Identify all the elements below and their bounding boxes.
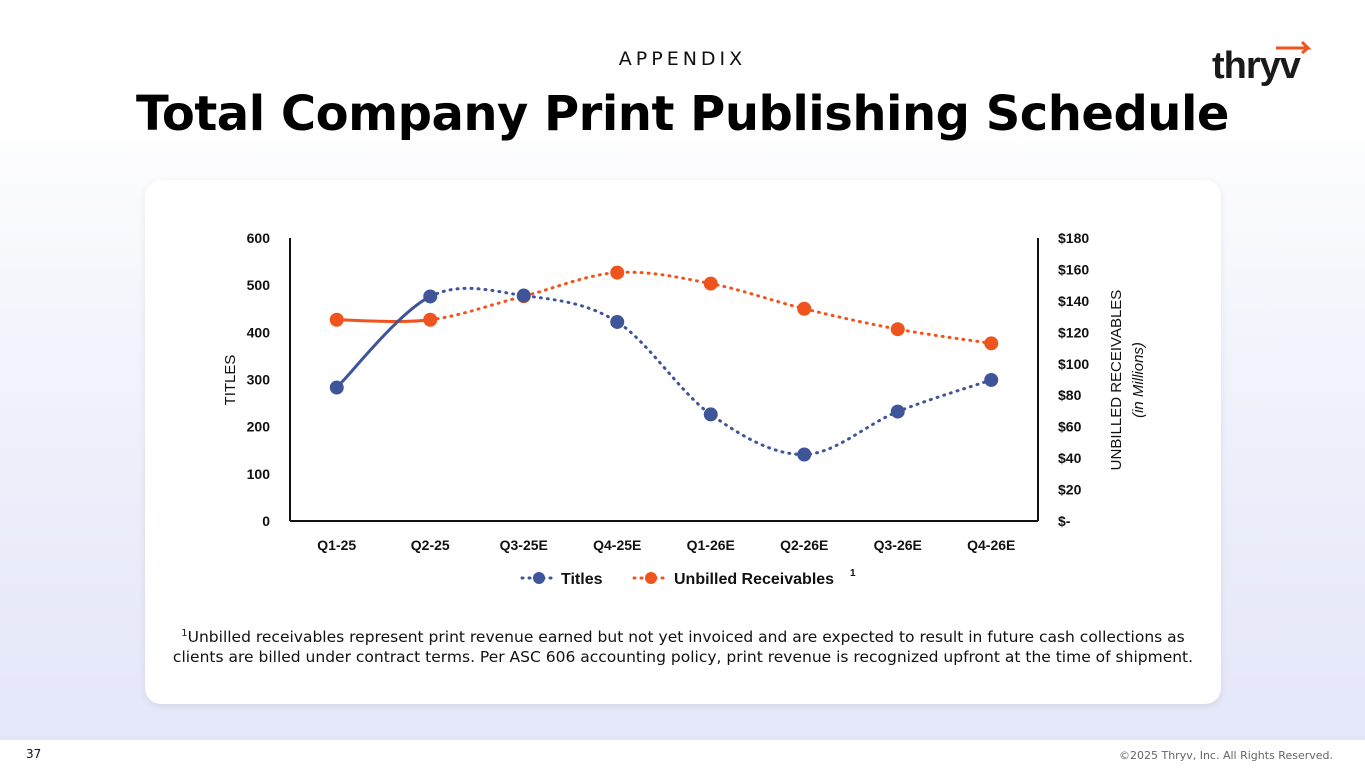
right-tick-label: $160 [1058, 261, 1089, 277]
footer-bar [0, 740, 1365, 768]
left-tick-label: 600 [247, 230, 271, 246]
left-axis-title: TITLES [222, 355, 239, 406]
legend-marker-titles [533, 572, 545, 584]
data-point-unbilled-receivables [984, 336, 999, 351]
series-line-dotted-titles [428, 286, 993, 456]
x-tick-label: Q4-25E [593, 537, 641, 553]
data-point-titles [984, 372, 999, 387]
legend-superscript: 1 [850, 568, 856, 579]
right-tick-label: $80 [1058, 387, 1082, 403]
data-point-titles [797, 447, 812, 462]
left-tick-label: 500 [247, 277, 271, 293]
x-tick-label: Q4-26E [967, 537, 1015, 553]
data-point-unbilled-receivables [890, 322, 905, 337]
right-tick-label: $40 [1058, 450, 1082, 466]
series-line-solid-titles [335, 294, 432, 390]
page-number: 37 [26, 747, 42, 761]
copyright: ©2025 Thryv, Inc. All Rights Reserved. [1119, 749, 1333, 762]
left-tick-label: 400 [247, 324, 271, 340]
data-point-titles [423, 289, 438, 304]
right-tick-label: $180 [1058, 230, 1089, 246]
right-tick-label: $100 [1058, 356, 1089, 372]
right-axis-subtitle: (in Millions) [1130, 342, 1147, 418]
data-point-titles [516, 288, 531, 303]
data-point-unbilled-receivables [797, 301, 812, 316]
thryv-logo: thryv [1212, 40, 1312, 87]
right-tick-label: $140 [1058, 293, 1089, 309]
legend-label-unbilled: Unbilled Receivables [674, 571, 834, 588]
legend-marker-unbilled [645, 572, 657, 584]
data-point-unbilled-receivables [610, 265, 625, 280]
x-tick-label: Q2-26E [780, 537, 828, 553]
data-point-titles [610, 314, 625, 329]
right-tick-label: $20 [1058, 482, 1082, 498]
x-tick-label: Q2-25 [411, 537, 450, 553]
footnote: 1Unbilled receivables represent print re… [170, 624, 1196, 667]
data-point-titles [890, 404, 905, 419]
data-point-unbilled-receivables [423, 312, 438, 327]
right-tick-label: $- [1058, 513, 1071, 529]
data-point-titles [329, 380, 344, 395]
x-tick-label: Q3-25E [500, 537, 548, 553]
left-tick-label: 300 [247, 372, 271, 388]
legend-label-titles: Titles [561, 571, 603, 588]
footnote-text: Unbilled receivables represent print rev… [172, 628, 1194, 666]
footnote-marker: 1 [181, 628, 188, 639]
right-axis-title: UNBILLED RECEIVABLES [1108, 290, 1125, 471]
logo-text: thryv [1212, 45, 1301, 87]
section-eyebrow: APPENDIX [618, 48, 747, 70]
page-title: Total Company Print Publishing Schedule [136, 86, 1229, 142]
data-point-unbilled-receivables [329, 312, 344, 327]
left-tick-label: 200 [247, 419, 271, 435]
data-point-titles [703, 407, 718, 422]
left-tick-label: 100 [247, 466, 271, 482]
logo-arrow-icon [1276, 40, 1312, 55]
left-tick-label: 0 [262, 513, 270, 529]
chart-card [145, 180, 1221, 704]
right-tick-label: $120 [1058, 324, 1089, 340]
data-point-unbilled-receivables [703, 276, 718, 291]
x-tick-label: Q3-26E [874, 537, 922, 553]
right-tick-label: $60 [1058, 419, 1082, 435]
x-tick-label: Q1-26E [687, 537, 735, 553]
x-tick-label: Q1-25 [317, 537, 356, 553]
series-line-solid-unbilled-receivables [335, 318, 432, 323]
